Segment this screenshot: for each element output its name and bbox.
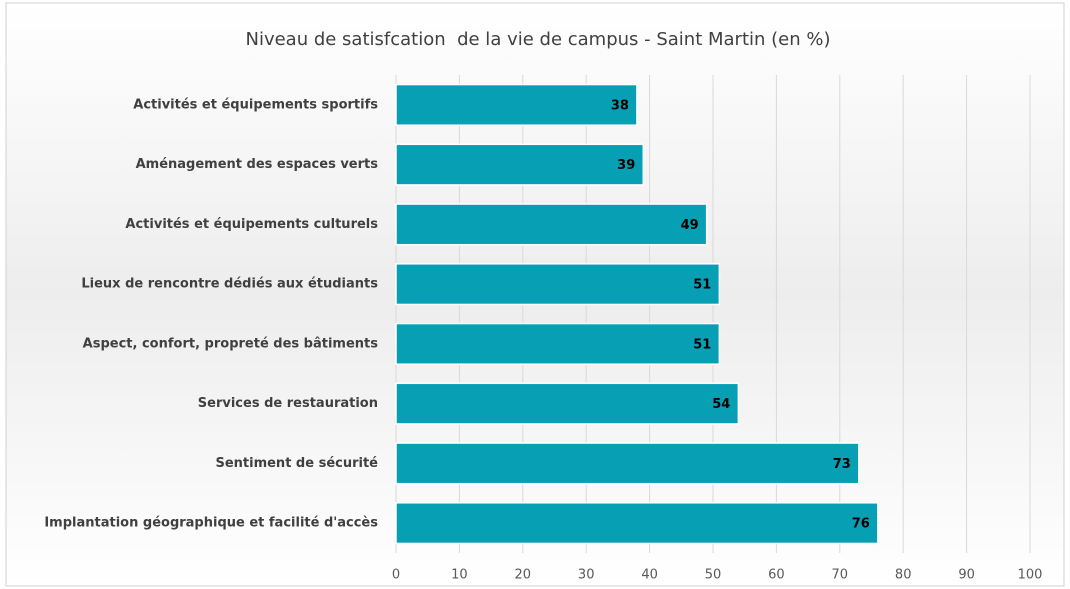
y-tick-label: Activités et équipements culturels <box>125 217 378 232</box>
x-tick-label: 0 <box>392 568 400 583</box>
bar <box>395 322 721 365</box>
x-tick-label: 50 <box>705 568 722 583</box>
bar <box>395 263 721 306</box>
data-label: 49 <box>681 218 699 233</box>
data-label: 54 <box>712 397 730 412</box>
x-tick-label: 10 <box>451 568 468 583</box>
y-tick-label: Aménagement des espaces verts <box>136 157 379 172</box>
chart-title: Niveau de satisfcation de la vie de camp… <box>245 29 830 50</box>
y-tick-label: Activités et équipements sportifs <box>133 97 378 112</box>
bar <box>395 382 740 425</box>
y-tick-label: Aspect, confort, propreté des bâtiments <box>83 336 379 351</box>
x-tick-label: 60 <box>768 568 785 583</box>
x-tick-label: 30 <box>578 568 595 583</box>
bar <box>395 143 645 186</box>
bar <box>395 442 860 485</box>
data-label: 38 <box>611 98 629 113</box>
y-tick-label: Implantation géographique et facilité d'… <box>44 516 378 531</box>
data-label: 39 <box>617 158 635 173</box>
y-tick-label: Services de restauration <box>198 396 378 411</box>
x-tick-label: 70 <box>832 568 849 583</box>
data-label: 76 <box>852 517 870 532</box>
y-tick-label: Lieux de rencontre dédiés aux étudiants <box>81 277 378 292</box>
x-tick-label: 80 <box>895 568 912 583</box>
x-tick-label: 40 <box>641 568 658 583</box>
x-tick-label: 20 <box>515 568 532 583</box>
x-tick-label: 100 <box>1018 568 1043 583</box>
data-label: 51 <box>693 337 711 352</box>
bar <box>395 203 708 246</box>
data-label: 73 <box>833 457 851 472</box>
bar <box>395 83 638 126</box>
x-tick-label: 90 <box>958 568 975 583</box>
bar <box>395 502 879 545</box>
y-tick-label: Sentiment de sécurité <box>215 456 378 471</box>
data-label: 51 <box>693 278 711 293</box>
